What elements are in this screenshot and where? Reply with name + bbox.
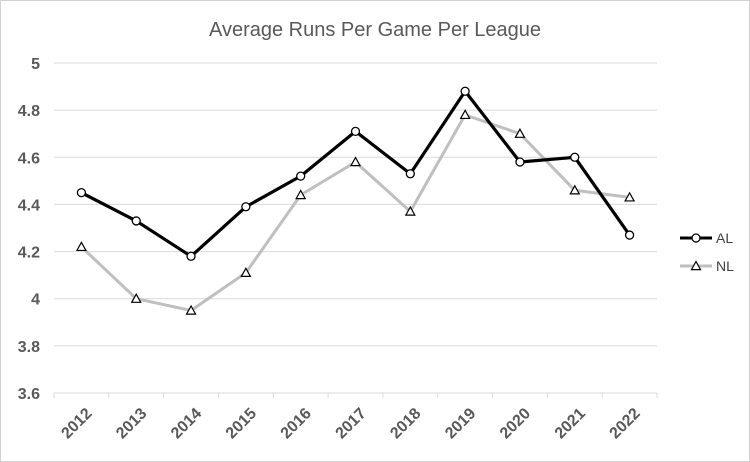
y-tick-label: 4.6 [18,150,40,167]
y-tick-label: 3.6 [18,386,40,403]
data-point-marker [624,230,635,240]
series-line-nl [80,113,630,312]
data-point-marker [130,292,142,303]
y-tick-label: 5 [31,56,40,73]
legend: AL NL [680,230,734,274]
data-point-marker [296,171,306,181]
x-tick-label: 2022 [607,405,644,442]
data-point-marker [76,187,87,198]
legend-item-nl: NL [680,258,734,274]
data-point-marker [131,216,141,226]
legend-item-al: AL [680,230,733,246]
data-point-marker [570,152,580,162]
data-point-marker [349,156,362,167]
x-tick-label: 2014 [168,405,205,442]
y-tick-label: 4.2 [18,245,40,262]
data-point-marker [515,157,525,167]
data-point-marker [240,267,252,277]
x-tick-label: 2017 [332,405,369,442]
data-point-marker [350,126,361,137]
chart-title: Average Runs Per Game Per League [209,19,541,41]
y-tick-label: 4 [31,292,40,309]
x-tick-label: 2018 [387,405,424,442]
gridlines [53,62,658,398]
data-point-marker [624,191,636,202]
x-axis-tick-labels: 2012 2013 2014 2015 2016 2017 2018 2019 2020 2021… [58,405,643,442]
x-tick-label: 2021 [552,405,589,442]
data-point-marker [185,304,197,315]
legend-label: NL [716,258,734,274]
series-line-al [80,89,631,258]
x-tick-label: 2013 [113,405,150,442]
y-tick-label: 3.8 [18,339,40,356]
data-point-marker [691,233,701,243]
data-point-marker [186,251,196,261]
data-point-marker [514,127,526,138]
data-point-marker [241,202,251,212]
x-tick-label: 2015 [223,405,260,442]
x-tick-label: 2019 [442,405,479,442]
y-tick-label: 4.8 [18,103,40,120]
y-axis-tick-labels: 3.6 3.8 4 4.2 4.4 4.6 4.8 5 [18,56,40,403]
data-point-marker [404,205,416,216]
data-point-marker [569,184,581,195]
data-point-marker [690,260,702,271]
x-tick-label: 2016 [278,405,315,442]
x-tick-label: 2012 [58,405,95,442]
data-point-marker [405,169,415,179]
data-point-marker [295,189,307,200]
series-al [76,86,635,261]
series-lines [75,86,636,315]
data-point-marker [460,86,470,96]
legend-label: AL [716,230,733,246]
data-point-marker [75,241,87,252]
series-nl [75,109,636,315]
x-tick-label: 2020 [497,405,534,442]
data-point-marker [459,109,471,120]
y-tick-label: 4.4 [18,197,40,214]
